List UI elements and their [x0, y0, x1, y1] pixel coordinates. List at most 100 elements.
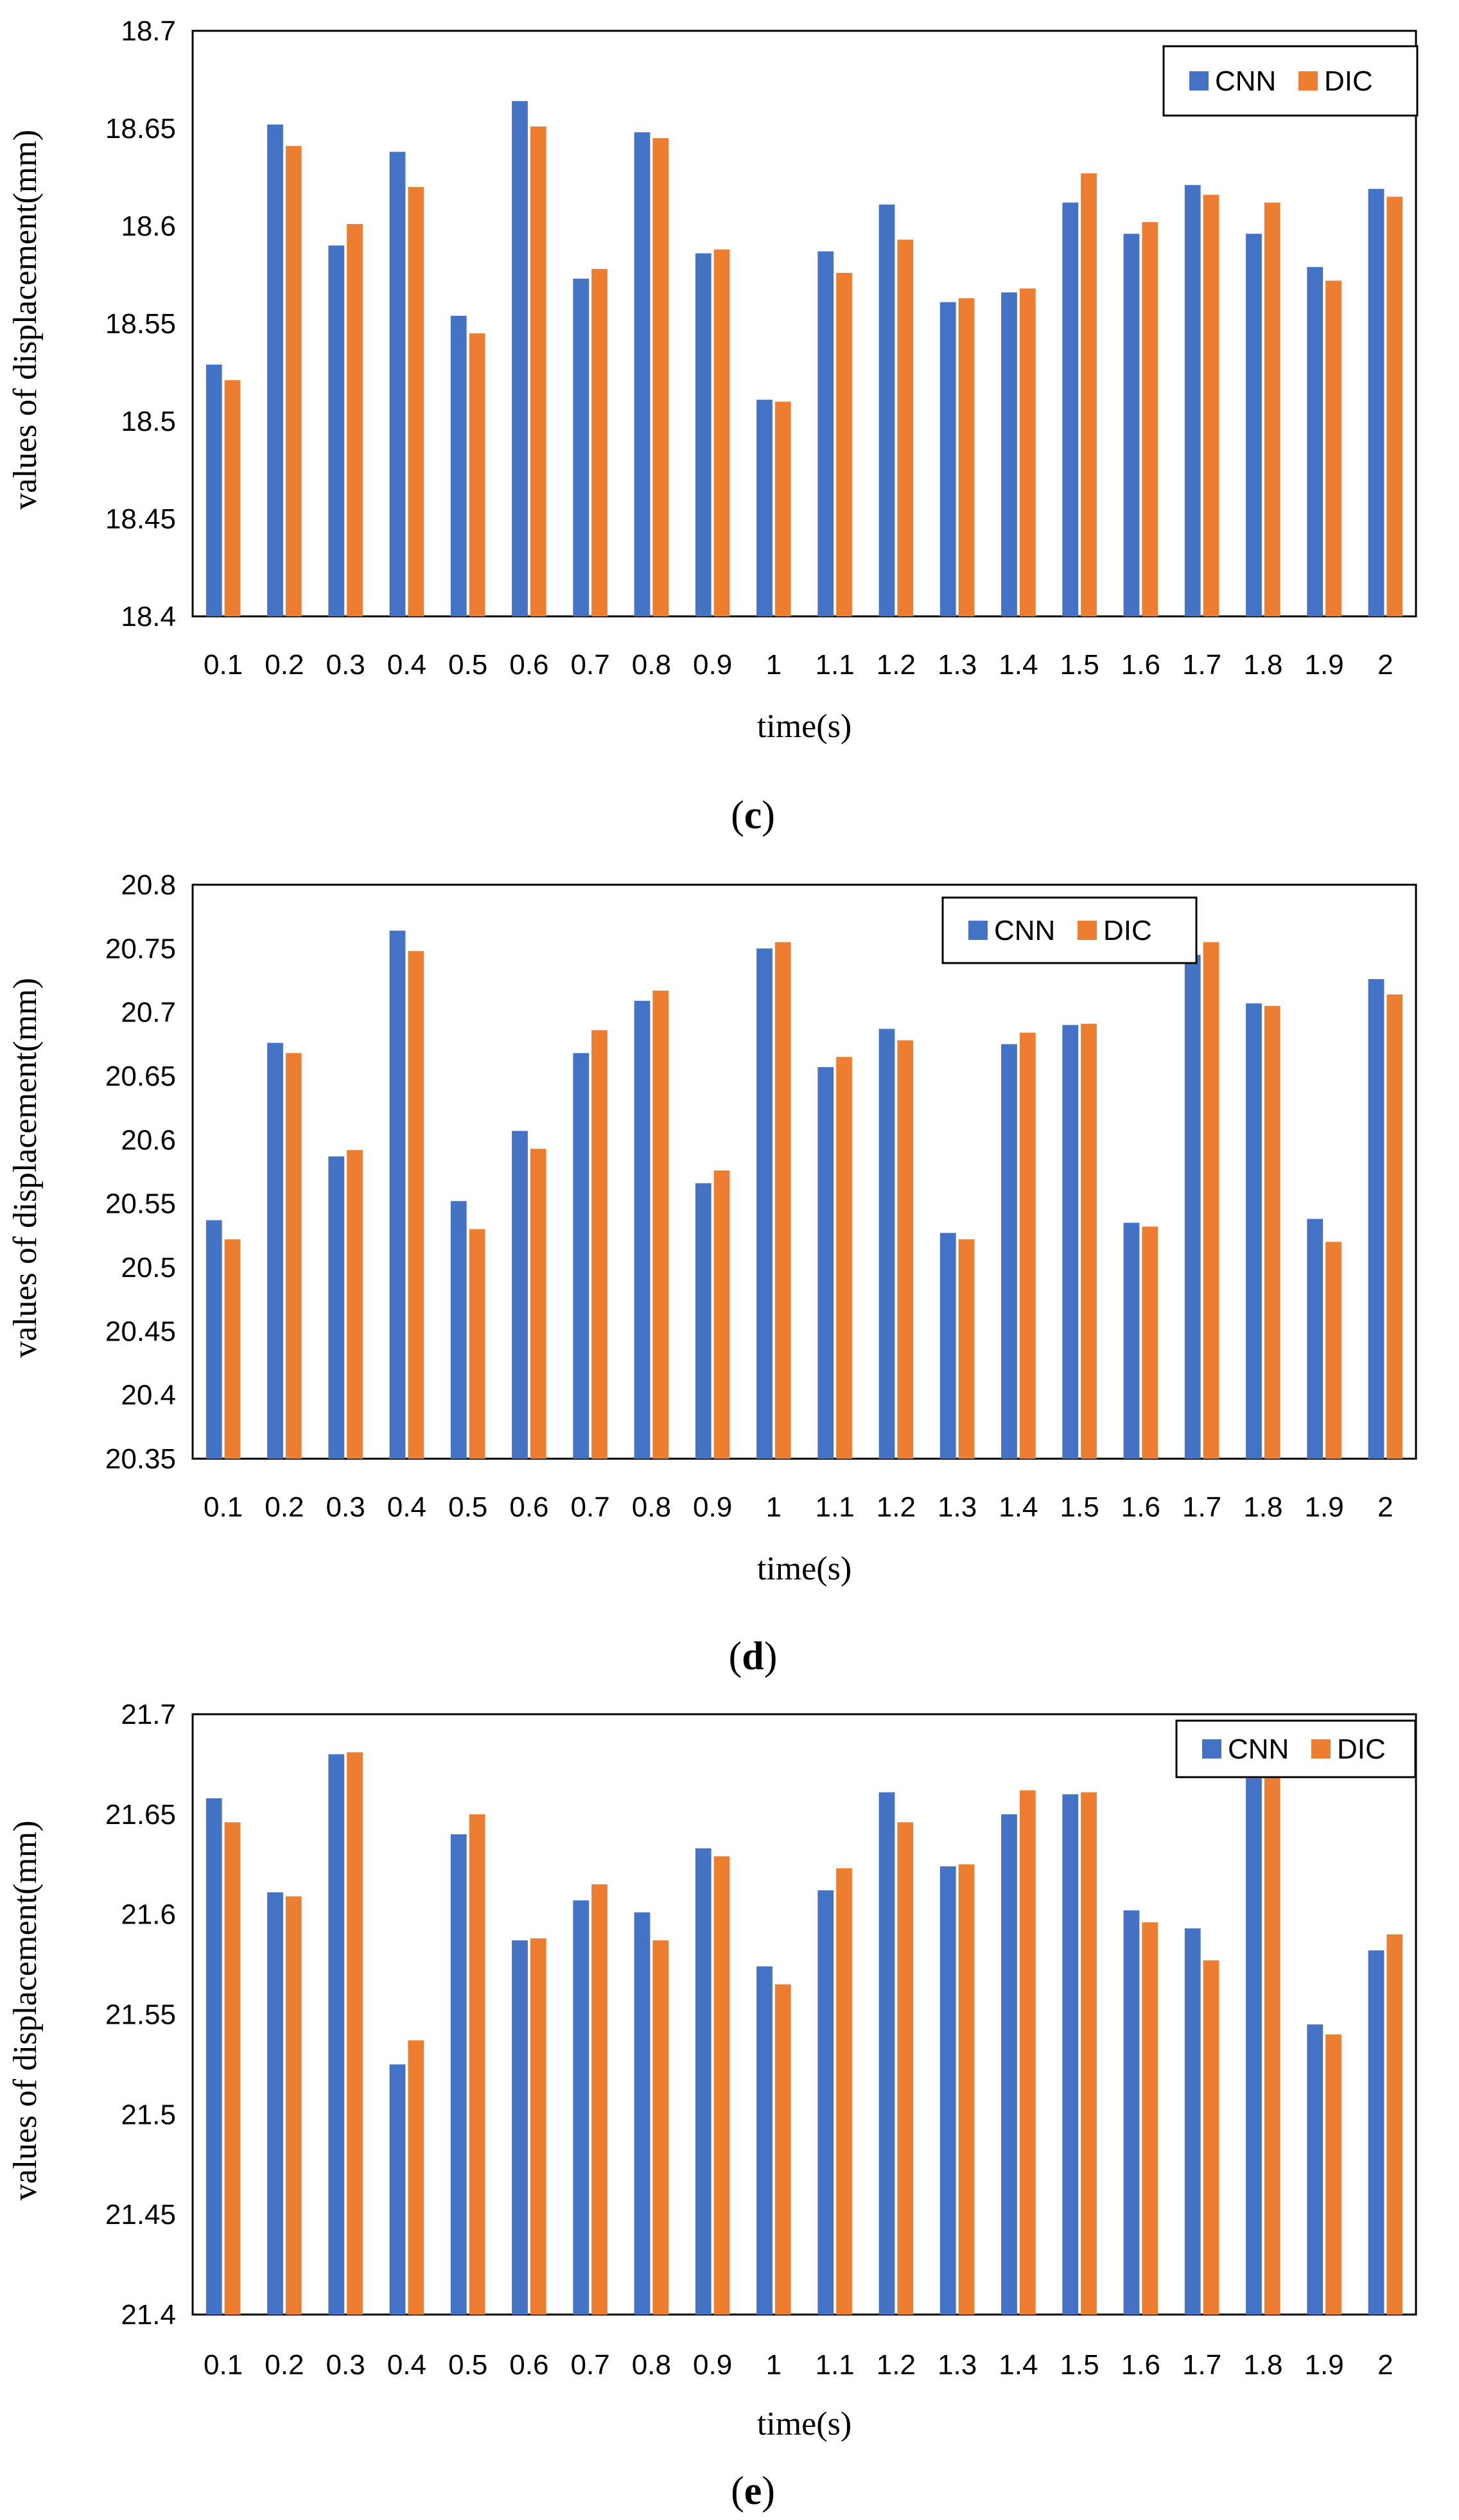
bar-dic-1.2: [897, 1822, 914, 2315]
bar-cnn-1.6: [1123, 1222, 1140, 1459]
x-tick-label: 2: [1377, 1491, 1393, 1523]
x-tick-label: 0.8: [632, 1491, 671, 1523]
bar-cnn-0.5: [450, 315, 467, 616]
x-tick-label: 2: [1377, 2349, 1393, 2381]
x-axis-title: time(s): [757, 2406, 852, 2442]
chart-c: 18.4 18.45 18.5 18.55 18.6 18.65 18.7 0.1 0.2 0.3…: [7, 15, 1419, 837]
bar-dic-0.2: [285, 1896, 302, 2315]
bar-cnn-1.5: [1062, 1794, 1079, 2315]
bar-dic-1: [774, 401, 791, 616]
bar-cnn-0.2: [267, 1043, 283, 1459]
y-tick-label: 18.4: [121, 601, 176, 632]
x-tick-label: 0.4: [387, 1491, 426, 1523]
bar-cnn-2: [1368, 1950, 1385, 2315]
x-tick-label: 1.3: [938, 1491, 977, 1523]
legend: CNN DIC: [941, 896, 1198, 964]
bar-cnn-1.4: [1001, 1814, 1017, 2315]
bar-cnn-0.7: [573, 279, 590, 617]
bar-cnn-0.3: [328, 1156, 345, 1459]
bar-cnn-1.1: [817, 1890, 834, 2315]
y-tick-label: 21.6: [121, 1899, 176, 1931]
y-tick-label: 20.4: [121, 1380, 176, 1411]
chart-caption: (d): [729, 1635, 778, 1678]
x-tick-label: 1: [766, 2349, 782, 2381]
x-tick-label: 2: [1377, 649, 1393, 681]
bar-cnn-0.4: [389, 930, 406, 1459]
bar-dic-0.6: [530, 126, 546, 616]
bar-cnn-0.4: [389, 2064, 406, 2315]
x-tick-label: 0.5: [448, 2349, 487, 2381]
legend-swatch-cnn: [968, 921, 988, 940]
bar-cnn-1.3: [939, 1866, 956, 2315]
bar-dic-0.7: [591, 1884, 607, 2315]
bar-dic-1.9: [1325, 281, 1341, 616]
x-tick-label: 1.5: [1060, 1491, 1099, 1523]
y-tick-label: 20.35: [105, 1443, 176, 1475]
bar-dic-1.3: [958, 1239, 975, 1459]
bar-cnn-0.9: [695, 1848, 712, 2315]
x-tick-label: 1.8: [1243, 649, 1282, 681]
bar-dic-2: [1386, 994, 1403, 1459]
x-tick-label: 1.3: [938, 649, 977, 681]
plot-area-frame: [191, 883, 1417, 1460]
bar-dic-0.9: [713, 249, 730, 617]
y-tick-label: 20.6: [121, 1124, 176, 1156]
bar-cnn-1.2: [878, 1029, 895, 1459]
bar-dic-1.6: [1142, 222, 1158, 616]
bar-cnn-0.8: [634, 1000, 651, 1459]
bar-dic-1.7: [1203, 195, 1219, 616]
bar-dic-1.6: [1142, 1226, 1158, 1459]
bar-dic-0.3: [347, 1150, 363, 1459]
legend-swatch-cnn: [1189, 71, 1209, 91]
x-tick-label: 1.7: [1182, 649, 1221, 681]
legend-label-dic: DIC: [1103, 915, 1152, 946]
bar-dic-0.1: [224, 1239, 241, 1459]
y-tick-label: 21.65: [105, 1799, 176, 1830]
bar-dic-0.3: [347, 1752, 363, 2315]
x-tick-label: 1.9: [1305, 649, 1344, 681]
bar-cnn-0.8: [634, 1912, 651, 2315]
x-tick-label: 1.6: [1121, 2349, 1160, 2381]
y-tick-label: 18.55: [105, 308, 176, 340]
legend: CNN DIC: [1175, 1719, 1417, 1778]
bar-cnn-0.5: [450, 1834, 467, 2315]
bar-cnn-0.9: [695, 253, 712, 616]
x-tick-label: 0.8: [632, 649, 671, 681]
bar-cnn-1.5: [1062, 1025, 1079, 1459]
x-tick-label: 0.4: [387, 2349, 426, 2381]
bar-cnn-1: [756, 948, 773, 1459]
y-tick-label: 21.4: [121, 2299, 176, 2331]
y-tick-label: 18.7: [121, 15, 176, 47]
y-tick-label: 18.45: [105, 503, 176, 535]
bar-dic-1.8: [1264, 202, 1280, 616]
legend-label-cnn: CNN: [994, 915, 1055, 946]
y-tick-label: 21.45: [105, 2199, 176, 2230]
y-tick-label: 20.55: [105, 1188, 176, 1220]
legend: CNN DIC: [1162, 45, 1419, 117]
bar-dic-1.1: [836, 272, 852, 617]
bar-cnn-0.2: [267, 124, 283, 617]
bar-cnn-1.9: [1307, 1219, 1324, 1459]
caption-open-paren: (: [731, 2469, 744, 2513]
bar-dic-0.8: [652, 1940, 669, 2315]
legend-swatch-dic: [1078, 921, 1097, 940]
bar-dic-1.2: [897, 1040, 914, 1459]
bar-dic-1.3: [958, 298, 975, 616]
bar-dic-1.9: [1325, 1242, 1341, 1459]
bar-cnn-1.4: [1001, 1044, 1017, 1459]
bar-cnn-0.4: [389, 152, 406, 617]
bar-dic-0.8: [652, 990, 669, 1459]
x-tick-label: 1.9: [1305, 2349, 1344, 2381]
legend-label-cnn: CNN: [1215, 65, 1276, 97]
x-tick-label: 0.1: [204, 1491, 243, 1523]
y-axis-title: values of displacement(mm): [7, 1820, 44, 2200]
legend-label-dic: DIC: [1337, 1734, 1386, 1765]
bar-cnn-1.3: [939, 1233, 956, 1459]
bar-cnn-0.6: [512, 1940, 528, 2315]
x-tick-label: 0.5: [448, 649, 487, 681]
x-tick-label: 1.5: [1060, 649, 1099, 681]
x-tick-label: 0.2: [265, 649, 304, 681]
bar-dic-1.8: [1264, 1005, 1280, 1459]
bar-dic-1.4: [1019, 1032, 1036, 1459]
